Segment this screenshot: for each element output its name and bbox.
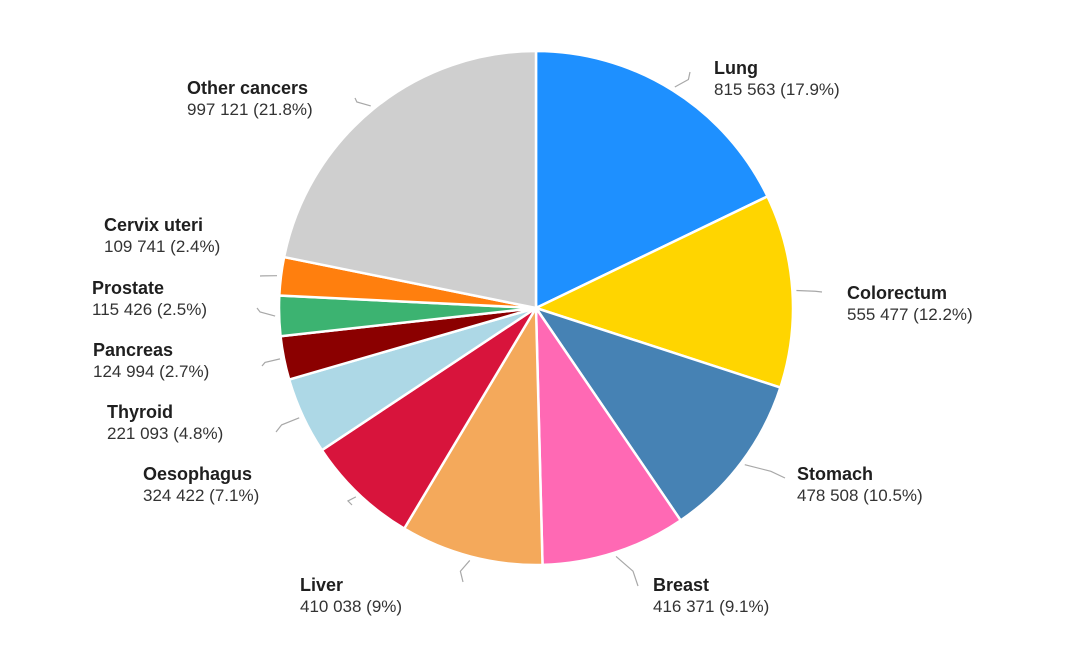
slice-value-pancreas: 124 994 (2.7%) xyxy=(93,362,209,381)
slice-name-thyroid: Thyroid xyxy=(107,402,173,422)
leader-line-oesophagus xyxy=(346,496,357,506)
slice-name-cervix-uteri: Cervix uteri xyxy=(104,215,203,235)
slice-value-lung: 815 563 (17.9%) xyxy=(714,80,840,99)
slice-label-colorectum: Colorectum 555 477 (12.2%) xyxy=(847,283,973,324)
slice-label-cervix-uteri: Cervix uteri 109 741 (2.4%) xyxy=(104,215,220,256)
slice-name-prostate: Prostate xyxy=(92,278,164,298)
slice-name-other-cancers: Other cancers xyxy=(187,78,308,98)
slices-layer xyxy=(277,49,795,567)
slice-label-other-cancers: Other cancers 997 121 (21.8%) xyxy=(187,78,313,119)
slice-label-pancreas: Pancreas 124 994 (2.7%) xyxy=(93,340,209,381)
pie-slice-liver xyxy=(402,303,544,567)
pie-slice-oesophagus xyxy=(320,306,538,531)
slice-label-thyroid: Thyroid 221 093 (4.8%) xyxy=(107,402,223,443)
slice-label-lung: Lung 815 563 (17.9%) xyxy=(714,58,840,99)
slice-label-breast: Breast 416 371 (9.1%) xyxy=(653,575,769,616)
slice-name-stomach: Stomach xyxy=(797,464,873,484)
leader-line-stomach xyxy=(744,464,786,479)
pie-slice-breast xyxy=(534,303,683,567)
slice-label-stomach: Stomach 478 508 (10.5%) xyxy=(797,464,923,505)
slice-value-thyroid: 221 093 (4.8%) xyxy=(107,424,223,443)
slice-name-breast: Breast xyxy=(653,575,709,595)
pie-slice-lung xyxy=(534,49,770,310)
slice-value-prostate: 115 426 (2.5%) xyxy=(92,300,207,319)
slice-value-other-cancers: 997 121 (21.8%) xyxy=(187,100,313,119)
pie-slice-colorectum xyxy=(532,194,795,390)
slice-name-liver: Liver xyxy=(300,575,343,595)
slice-value-breast: 416 371 (9.1%) xyxy=(653,597,769,616)
leader-line-prostate xyxy=(256,307,276,317)
slice-label-liver: Liver 410 038 (9%) xyxy=(300,575,402,616)
slice-value-liver: 410 038 (9%) xyxy=(300,597,402,616)
leader-line-liver xyxy=(459,560,471,583)
slice-name-oesophagus: Oesophagus xyxy=(143,464,252,484)
leader-line-breast xyxy=(615,555,639,587)
slice-value-colorectum: 555 477 (12.2%) xyxy=(847,305,973,324)
leader-line-lung xyxy=(674,71,691,88)
leader-line-pancreas xyxy=(261,358,281,367)
slice-name-colorectum: Colorectum xyxy=(847,283,947,303)
slice-name-pancreas: Pancreas xyxy=(93,340,173,360)
pie-slice-stomach xyxy=(532,305,782,523)
labels-layer: Lung 815 563 (17.9%) Colorectum 555 477 (12… xyxy=(92,58,973,616)
slice-label-prostate: Prostate 115 426 (2.5%) xyxy=(92,278,207,319)
leader-line-colorectum xyxy=(796,289,823,293)
slice-value-cervix-uteri: 109 741 (2.4%) xyxy=(104,237,220,256)
slice-label-oesophagus: Oesophagus 324 422 (7.1%) xyxy=(143,464,259,505)
pie-slice-other-cancers xyxy=(282,49,538,310)
slice-name-lung: Lung xyxy=(714,58,758,78)
leader-line-thyroid xyxy=(275,417,300,433)
leader-lines-layer xyxy=(256,71,823,587)
slice-value-stomach: 478 508 (10.5%) xyxy=(797,486,923,505)
slice-value-oesophagus: 324 422 (7.1%) xyxy=(143,486,259,505)
leader-line-other-cancers xyxy=(354,97,371,107)
